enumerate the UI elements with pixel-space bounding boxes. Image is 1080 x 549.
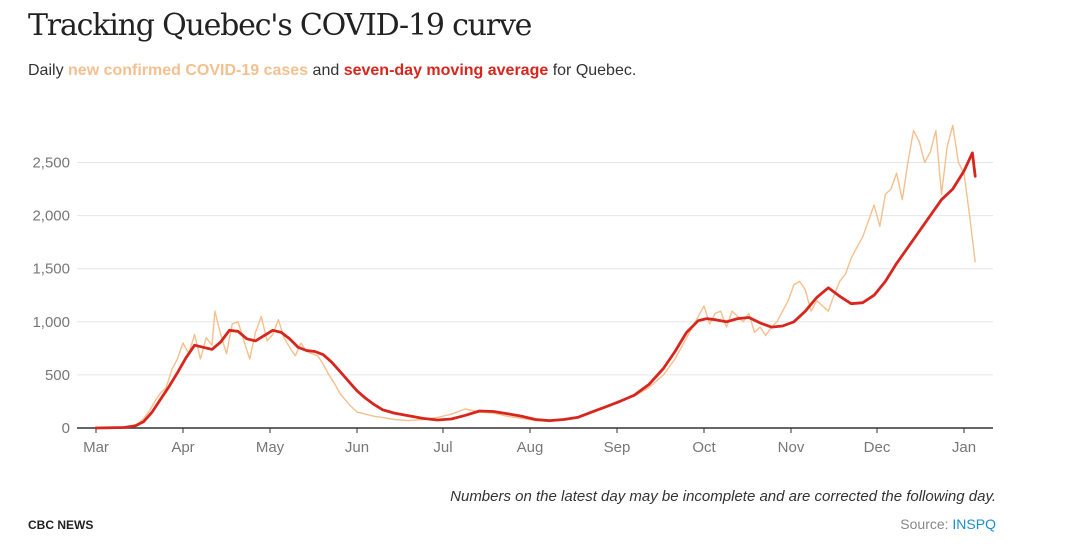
y-gridlines (77, 161, 993, 376)
subtitle-text-mid: and (308, 62, 344, 79)
x-tick-label: Sep (604, 439, 631, 456)
moving-average-line (94, 151, 977, 430)
x-tick-label: Apr (171, 439, 194, 456)
y-tick-label: 500 (45, 367, 70, 384)
x-tick-label: Jun (345, 439, 369, 456)
x-tick-label: Nov (778, 439, 805, 456)
y-tick-label: 1,500 (32, 261, 70, 278)
daily-cases-line (95, 124, 976, 429)
x-tick-label: Jul (433, 439, 452, 456)
y-tick-label: 2,500 (32, 154, 70, 171)
legend-moving-average: seven-day moving average (343, 62, 549, 79)
x-tick-label: Mar (83, 439, 109, 456)
y-tick-label: 0 (62, 420, 70, 437)
legend-daily-cases: new confirmed COVID-19 cases (68, 62, 309, 79)
x-tick-label: May (256, 439, 285, 456)
source-link-inspq[interactable]: INSPQ (952, 516, 996, 532)
subtitle-text-end: for Quebec. (548, 62, 637, 79)
y-axis-tick-labels: 0 500 1,000 1,500 2,000 2,500 (32, 154, 70, 437)
x-tick-label: Aug (517, 439, 544, 456)
x-tick-label: Oct (692, 439, 716, 456)
chart-title: Tracking Quebec's COVID-19 curve (28, 8, 532, 43)
y-tick-label: 2,000 (32, 208, 70, 225)
covid-line-chart: 0 500 1,000 1,500 2,000 2,500 Mar Apr May Jun Jul… (32, 124, 993, 456)
y-tick-label: 1,000 (32, 314, 70, 331)
source-label: Source: (900, 516, 953, 532)
subtitle-text-start: Daily (28, 62, 69, 79)
cbc-news-brand: CBC NEWS (28, 518, 94, 532)
source-credit: Source: INSPQ (900, 516, 996, 532)
x-tick-label: Jan (952, 439, 976, 456)
x-tick-label: Dec (864, 439, 891, 456)
incomplete-data-note: Numbers on the latest day may be incompl… (450, 488, 996, 505)
chart-subtitle: Daily new confirmed COVID-19 cases and s… (28, 62, 636, 80)
x-axis-ticks: Mar Apr May Jun Jul Aug Sep Oct Nov Dec Jan (83, 428, 976, 456)
